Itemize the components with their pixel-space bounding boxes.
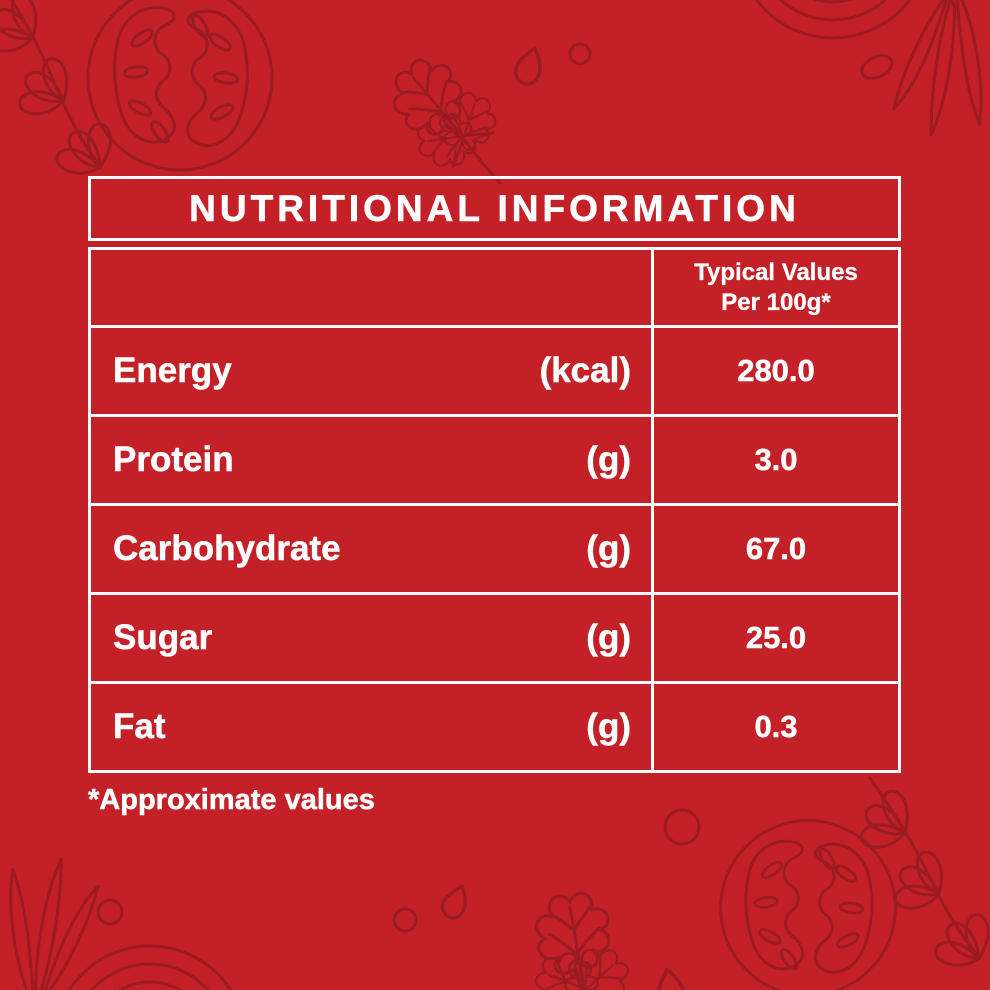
nutrient-value: 25.0 xyxy=(745,620,807,656)
nutrition-table: Typical Values Per 100g* Energy (kcal) 2… xyxy=(88,247,901,773)
dot-circle-icon xyxy=(663,808,701,846)
table-row-sugar: Sugar (g) 25.0 xyxy=(91,592,898,681)
nutrient-value: 3.0 xyxy=(754,442,798,478)
table-header-row: Typical Values Per 100g* xyxy=(91,250,898,325)
onion-rings-icon xyxy=(735,0,931,40)
header-values-cell: Typical Values Per 100g* xyxy=(654,250,898,325)
table-row-energy: Energy (kcal) 280.0 xyxy=(91,325,898,414)
nutrient-value: 280.0 xyxy=(737,353,815,389)
nutrient-unit: (g) xyxy=(586,618,631,658)
nutrient-value: 67.0 xyxy=(745,531,807,567)
grass-blades-icon xyxy=(889,0,990,142)
parsley-leaf-icon xyxy=(515,887,648,990)
nutrient-unit: (g) xyxy=(586,707,631,747)
nutrient-name: Sugar xyxy=(113,618,213,658)
table-row-protein: Protein (g) 3.0 xyxy=(91,414,898,503)
table-title: NUTRITIONAL INFORMATION xyxy=(189,187,800,229)
table-title-box: NUTRITIONAL INFORMATION xyxy=(88,176,901,241)
nutrient-name: Energy xyxy=(113,351,232,391)
parsley-leaf-icon xyxy=(521,0,619,1)
tomato-slice-icon xyxy=(86,0,274,172)
header-empty-cell xyxy=(91,250,654,325)
seed-icon xyxy=(437,880,473,923)
dot-circle-icon xyxy=(568,42,592,66)
onion-rings-icon xyxy=(52,944,248,990)
nutrient-unit: (kcal) xyxy=(539,351,631,391)
dot-circle-icon xyxy=(392,907,418,933)
seed-icon xyxy=(511,43,547,88)
footnote: *Approximate values xyxy=(88,784,375,817)
column-header: Typical Values Per 100g* xyxy=(694,258,858,318)
nutrient-value: 0.3 xyxy=(754,709,798,745)
seed-icon xyxy=(650,965,689,990)
nutrient-unit: (g) xyxy=(586,440,631,480)
table-row-carbohydrate: Carbohydrate (g) 67.0 xyxy=(91,503,898,592)
nutrient-unit: (g) xyxy=(586,529,631,569)
column-header-line1: Typical Values xyxy=(694,258,858,286)
seed-icon xyxy=(860,54,894,80)
dot-circle-icon xyxy=(96,898,124,926)
nutrient-name: Protein xyxy=(113,440,234,480)
nutrient-name: Fat xyxy=(113,707,166,747)
table-row-fat: Fat (g) 0.3 xyxy=(91,681,898,770)
nutrition-label: NUTRITIONAL INFORMATION Typical Values P… xyxy=(88,176,901,817)
nutrient-name: Carbohydrate xyxy=(113,529,341,569)
column-header-line2: Per 100g* xyxy=(721,288,831,316)
